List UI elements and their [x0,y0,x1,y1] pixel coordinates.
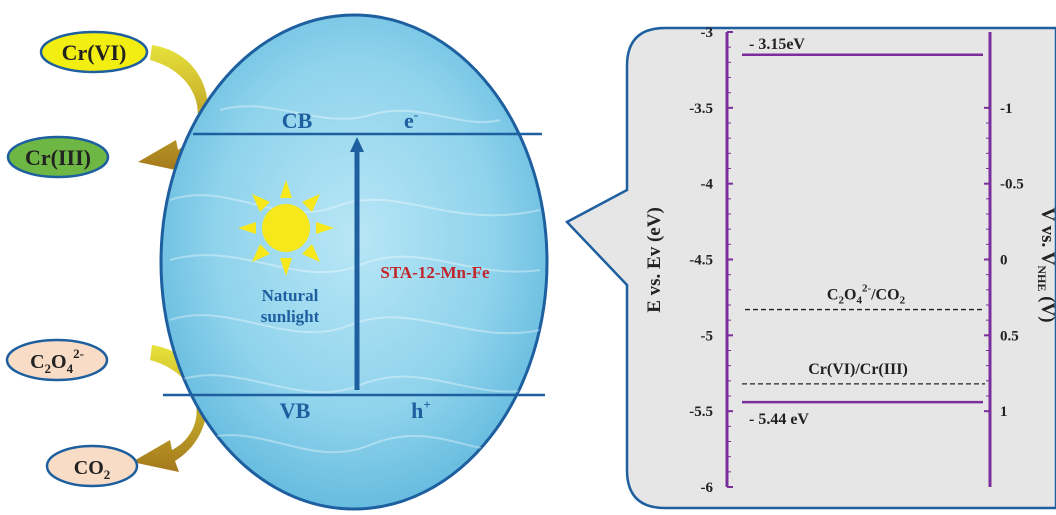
catalyst-label: STA-12-Mn-Fe [380,263,490,282]
cr3-label: Cr(III) [25,145,91,170]
right-axis-tick-label: -0.5 [1000,177,1024,193]
right-axis-label: V vs. VNHE (V) [1035,207,1056,322]
vb-level-label: - 5.44 eV [749,411,809,428]
left-axis-tick-label: -5 [701,328,714,344]
cb-label: CB [282,108,313,133]
excitation-arrow [350,137,364,390]
oxalate-couple-label: C2O42-/CO2 [827,283,906,307]
left-axis-label: E vs. Ev (eV) [644,207,665,313]
left-axis-tick-label: -6 [701,480,714,496]
catalyst-particle: CB e- VB h+ Natural sunlight STA-12- [159,13,549,511]
vb-label: VB [280,398,311,423]
left-axis-tick-label: -3.5 [689,101,713,117]
right-axis-tick-label: 1 [1000,404,1008,420]
energy-panel: -3 -3.5 -4 -4.5 -5 -5.5 -6 -1 -0.5 0 0.5 1 - 3.15e… [564,25,1056,510]
cr6-bubble: Cr(VI) [39,30,149,74]
co2-bubble: CO2 [45,444,139,488]
right-axis-tick-label: 0 [1000,253,1008,269]
left-axis-tick-label: -3 [701,25,714,41]
right-axis-ticks: -1 -0.5 0 0.5 1 [984,101,1024,420]
water-texture [169,105,541,454]
cr6-label: Cr(VI) [62,40,127,65]
cr3-bubble: Cr(III) [6,135,110,179]
right-axis-tick-label: -1 [1000,101,1013,117]
left-axis-ticks: -3 -3.5 -4 -4.5 -5 -5.5 -6 [689,25,733,496]
hole-label: h+ [411,397,431,423]
electron-label: e- [404,107,418,133]
left-axis-tick-label: -4.5 [689,253,713,269]
co2-label: CO2 [74,457,111,482]
sunlight-line2: sunlight [261,307,320,326]
oxalate-bubble: C2O42- [5,338,109,382]
oxalate-label: C2O42- [30,346,84,376]
chromium-couple-label: Cr(VI)/Cr(III) [808,361,908,378]
sunlight-line1: Natural [262,286,319,305]
callout-shape [564,26,1056,510]
left-axis-tick-label: -5.5 [689,404,713,420]
sun-icon [238,180,334,276]
left-axis-tick-label: -4 [701,177,714,193]
right-axis-tick-label: 0.5 [1000,328,1019,344]
cb-level-label: - 3.15eV [749,36,805,53]
